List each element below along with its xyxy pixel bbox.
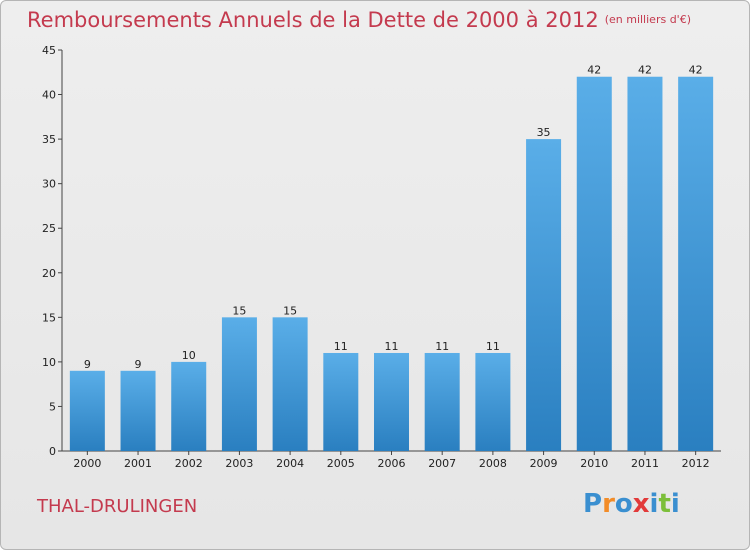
x-tick-label-2012: 2012 <box>682 457 710 470</box>
x-tick-label-2006: 2006 <box>378 457 406 470</box>
x-tick-label-2001: 2001 <box>124 457 152 470</box>
y-tick-label: 30 <box>42 178 56 191</box>
bar-2004 <box>272 317 308 451</box>
y-tick-label: 10 <box>42 356 56 369</box>
bar-2008 <box>475 352 511 451</box>
value-label-2009: 35 <box>537 126 551 139</box>
logo-letter: i <box>649 489 659 519</box>
x-tick-label-2008: 2008 <box>479 457 507 470</box>
y-tick-label: 25 <box>42 222 56 235</box>
logo-letter: t <box>658 489 671 519</box>
value-label-2006: 11 <box>385 340 399 353</box>
value-label-2012: 42 <box>689 64 703 77</box>
y-tick-label: 15 <box>42 311 56 324</box>
value-label-2008: 11 <box>486 340 500 353</box>
chart-unit: (en milliers d'€) <box>604 13 691 26</box>
x-tick-label-2011: 2011 <box>631 457 659 470</box>
bar-2000 <box>69 370 105 451</box>
logo-letter: o <box>614 489 633 519</box>
value-label-2005: 11 <box>334 340 348 353</box>
x-tick-label-2003: 2003 <box>225 457 253 470</box>
bar-2005 <box>323 352 359 451</box>
x-tick-label-2005: 2005 <box>327 457 355 470</box>
logo-letter: P <box>583 489 603 519</box>
value-label-2007: 11 <box>435 340 449 353</box>
bar-2011 <box>627 76 663 451</box>
chart-title: Remboursements Annuels de la Dette de 20… <box>27 8 691 32</box>
bar-2001 <box>120 370 156 451</box>
y-tick-label: 20 <box>42 267 56 280</box>
bar-2012 <box>678 76 714 451</box>
y-tick-label: 45 <box>42 44 56 57</box>
bar-2006 <box>374 352 409 451</box>
bar-2003 <box>221 317 257 451</box>
x-tick-label-2009: 2009 <box>530 457 558 470</box>
value-label-2003: 15 <box>232 304 246 317</box>
logo-letter: r <box>602 489 615 519</box>
bar-2007 <box>424 352 460 451</box>
value-label-2001: 9 <box>135 358 142 371</box>
bar-2009 <box>526 139 562 451</box>
y-tick-label: 5 <box>49 400 56 413</box>
value-label-2002: 10 <box>182 349 196 362</box>
x-tick-label-2010: 2010 <box>580 457 608 470</box>
chart-title-text: Remboursements Annuels de la Dette de 20… <box>27 8 599 32</box>
y-tick-label: 35 <box>42 133 56 146</box>
logo-letter: i <box>670 489 680 519</box>
value-label-2011: 42 <box>638 64 652 77</box>
value-label-2004: 15 <box>283 304 297 317</box>
y-tick-label: 40 <box>42 89 56 102</box>
x-tick-label-2004: 2004 <box>276 457 304 470</box>
x-tick-label-2000: 2000 <box>73 457 101 470</box>
commune-name: THAL-DRULINGEN <box>37 496 198 517</box>
x-tick-label-2002: 2002 <box>175 457 203 470</box>
logo-letter: x <box>632 489 650 519</box>
bar-2010 <box>576 76 612 451</box>
value-label-2000: 9 <box>84 358 91 371</box>
proxiti-logo: Proxiti <box>583 489 680 519</box>
y-tick-label: 0 <box>49 445 56 458</box>
value-label-2010: 42 <box>587 64 601 77</box>
x-tick-label-2007: 2007 <box>428 457 456 470</box>
bar-2002 <box>171 361 207 451</box>
